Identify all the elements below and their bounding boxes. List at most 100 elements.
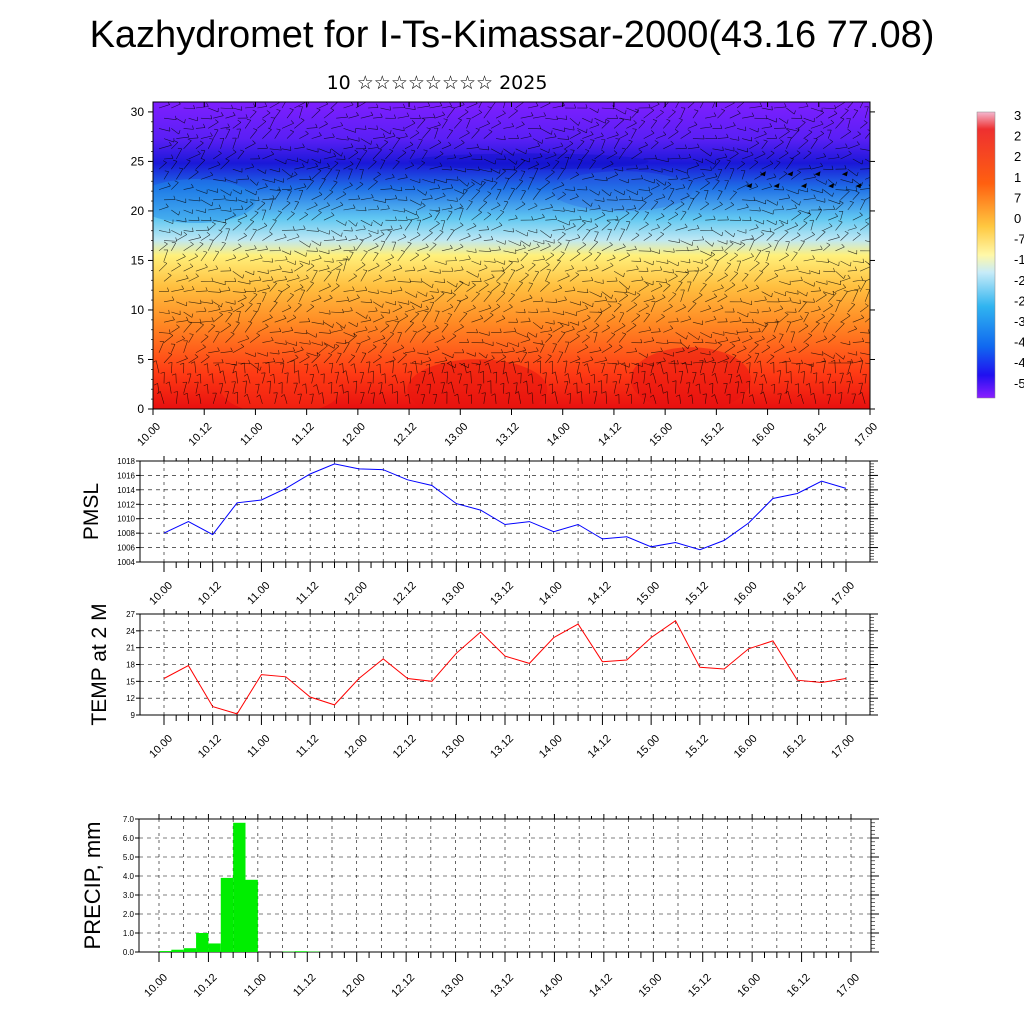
wind-barb-flag <box>242 380 247 382</box>
y-tick-label: 27 <box>126 610 135 619</box>
wind-barb-flag <box>720 304 724 309</box>
wind-barb-shaft <box>503 262 513 272</box>
wind-barb-shaft <box>249 111 257 119</box>
wind-barb-shaft <box>766 251 770 262</box>
wind-barb-flag <box>755 260 760 264</box>
wind-barb-shaft <box>766 219 777 226</box>
wind-barb-shaft <box>385 279 396 282</box>
wind-barb-shaft <box>618 213 630 221</box>
wind-barb-flag <box>254 210 259 214</box>
wind-barb-flag <box>867 329 870 334</box>
wind-barb-shaft <box>540 245 551 252</box>
wind-barb-flag <box>371 193 374 198</box>
wind-barb-flag <box>737 110 741 114</box>
wind-barb-shaft <box>294 332 308 335</box>
wind-barb-shaft <box>503 350 515 354</box>
wind-barb-shaft <box>294 265 304 272</box>
wind-barb-shaft <box>532 168 539 180</box>
wind-barb-flag <box>256 181 259 186</box>
wind-barb-flag <box>165 203 169 208</box>
wind-barb-shaft <box>158 332 171 334</box>
wind-barb-flag <box>793 110 796 115</box>
wind-barb-shaft <box>613 347 623 354</box>
wind-barb-flag <box>651 337 655 341</box>
wind-barb-shaft <box>353 363 357 374</box>
wind-barb-flag <box>754 159 759 163</box>
wind-barb-flag <box>172 316 175 321</box>
wind-barb-flag <box>784 380 789 383</box>
anomaly-patch <box>221 364 342 409</box>
wind-barb-shaft <box>343 128 356 133</box>
wind-barb-shaft <box>650 363 654 374</box>
wind-barb-flag <box>329 189 334 193</box>
wind-barb-flag <box>389 148 394 152</box>
wind-barb-flag <box>703 358 707 362</box>
wind-barb-flag <box>477 273 479 278</box>
wind-barb-shaft <box>520 274 529 282</box>
wind-barb-flag <box>272 219 277 221</box>
wind-barb-shaft <box>323 342 335 349</box>
wind-barb-shaft <box>705 115 717 119</box>
wind-barb-flag <box>745 380 750 383</box>
wind-barb-shaft <box>195 189 208 194</box>
wind-barb-shaft <box>259 394 263 404</box>
wind-barb-flag <box>845 189 850 192</box>
wind-barb-shaft <box>434 311 440 323</box>
wind-barb-shaft <box>703 373 706 384</box>
wind-barb-shaft <box>446 281 457 288</box>
x-tick-label: 16.00 <box>750 421 778 449</box>
wind-barb-flag <box>475 248 477 253</box>
x-tick-label: 10.00 <box>142 972 170 1000</box>
wind-barb-flag <box>290 211 295 214</box>
wind-barb-flag <box>797 169 801 173</box>
wind-barb-shaft <box>601 291 612 299</box>
wind-barb-shaft <box>495 372 498 384</box>
wind-barb-flag <box>447 381 452 385</box>
wind-barb-flag <box>592 391 597 393</box>
wind-barb-shaft <box>761 246 772 252</box>
wind-barb-flag <box>645 282 649 286</box>
wind-barb-shaft <box>663 168 673 173</box>
wind-barb-shaft <box>220 160 230 170</box>
wind-barb-flag <box>510 187 515 190</box>
wind-barb-shaft <box>692 239 704 241</box>
wind-barb-flag <box>429 230 433 233</box>
wind-barb-flag <box>734 252 738 256</box>
wind-barb-shaft <box>237 235 247 241</box>
wind-barb-flag <box>494 258 496 263</box>
wind-barb-shaft <box>787 391 792 404</box>
wind-barb-flag <box>350 143 354 148</box>
wind-barb-shaft <box>495 211 505 221</box>
wind-barb-flag <box>316 352 321 355</box>
wind-barb-shaft <box>810 189 823 194</box>
wind-barb-flag <box>173 159 178 162</box>
wind-barb-shaft <box>195 290 208 292</box>
wind-barb-flag <box>711 251 715 255</box>
wind-barb-shaft <box>815 133 824 139</box>
wind-barb-shaft <box>532 357 542 364</box>
wind-barb-flag <box>167 102 170 105</box>
wind-barb-flag <box>740 391 745 394</box>
wind-barb-shaft <box>176 358 188 364</box>
wind-barb-flag <box>524 361 529 364</box>
wind-barb-shaft <box>336 299 349 303</box>
wind-barb-shaft <box>823 225 833 231</box>
wind-barb-shaft <box>208 268 218 272</box>
wind-barb-shaft <box>316 384 320 394</box>
wind-barb-flag <box>641 119 645 122</box>
wind-barb-shaft <box>372 234 385 241</box>
wind-barb-flag <box>381 159 386 161</box>
wind-barb-flag <box>291 172 294 177</box>
wind-barb-shaft <box>483 179 493 182</box>
wind-barb-flag <box>485 354 488 359</box>
wind-barb-flag <box>217 305 221 310</box>
wind-barb-shaft <box>606 134 619 139</box>
wind-barb-shaft <box>158 185 171 190</box>
wind-barb-flag <box>199 241 204 245</box>
wind-barb-shaft <box>281 330 293 333</box>
wind-barb-flag <box>528 132 532 137</box>
wind-barb-flag <box>323 343 328 347</box>
wind-barb-shaft <box>564 342 570 353</box>
wind-barb-shaft <box>163 240 177 242</box>
wind-barb-shaft <box>655 281 667 283</box>
